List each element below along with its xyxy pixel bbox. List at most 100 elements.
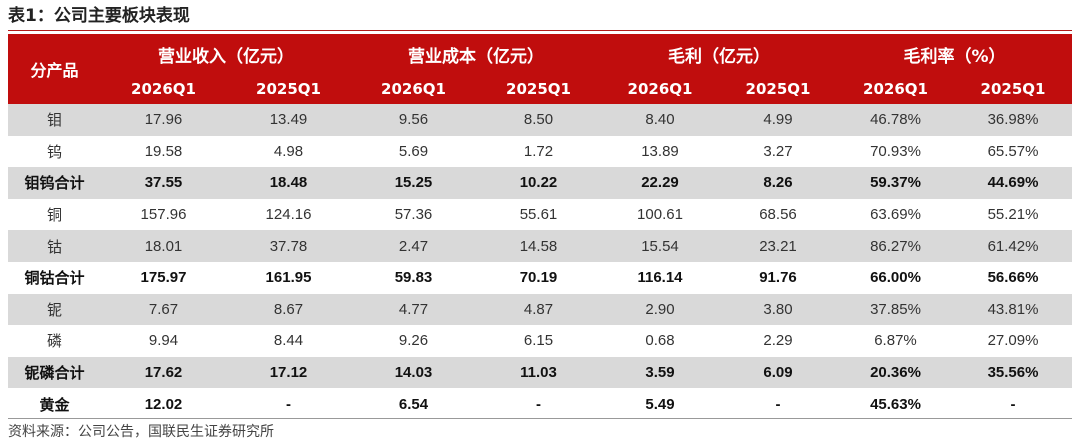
header-row-periods: 2026Q1 2025Q1 2026Q1 2025Q1 2026Q1 2025Q… [8, 74, 1073, 104]
table-cell: 9.56 [351, 104, 476, 136]
table-cell: 66.00% [870, 269, 921, 287]
header-period: 2025Q1 [719, 74, 837, 104]
table-cell: 20.36% [837, 356, 954, 389]
header-period: 2026Q1 [351, 74, 476, 104]
table-cell: 9.94 [148, 332, 179, 350]
table-cell: 2.47 [351, 230, 476, 262]
header-period: 2026Q1 [601, 74, 719, 104]
table-cell: 37.85% [837, 293, 954, 326]
header-period: 2025Q1 [226, 74, 351, 104]
table-cell: 2.90 [601, 293, 719, 326]
table-row-subtotal: 铜钴合计 175.97 161.95 59.83 70.19 116.14 91… [8, 262, 1072, 294]
table-cell: 3.59 [601, 356, 719, 389]
table-cell: 17.12 [226, 356, 351, 389]
table-cell: 8.50 [476, 104, 601, 136]
table-cell: 7.67 [101, 293, 226, 326]
row-label: 钼钨合计 [8, 167, 101, 199]
header-group-cost: 营业成本（亿元） [351, 34, 601, 74]
row-label: 钴 [8, 230, 101, 262]
source-note: 资料来源：公司公告，国联民生证券研究所 [8, 424, 274, 440]
table-row-subtotal: 铌磷合计 17.62 17.12 14.03 11.03 3.59 6.09 2… [8, 356, 1073, 389]
table-cell: 15.25 [351, 167, 476, 199]
row-label: 铌 [8, 293, 101, 326]
header-group-gross-margin: 毛利率（%） [837, 34, 1073, 74]
row-label: 铜 [46, 206, 62, 225]
table-cell: 13.89 [641, 142, 679, 160]
table-cell: 43.81% [954, 293, 1073, 326]
table-row: 磷 9.94 8.44 9.26 6.15 0.68 2.29 6.87% 27… [8, 325, 1072, 357]
header-group-gross-profit: 毛利（亿元） [601, 34, 837, 74]
table-title: 表1：公司主要板块表现 [8, 6, 190, 26]
table-cell: 35.56% [954, 356, 1073, 389]
table-cell: 1.72 [523, 142, 554, 160]
table-cell: 86.27% [837, 230, 954, 262]
table-cell: 70.19 [519, 269, 558, 287]
table-cell: 57.36 [394, 206, 433, 224]
table-cell: 70.93% [870, 142, 921, 160]
table-cell: 65.57% [987, 142, 1039, 160]
table-cell: 59.37% [837, 167, 954, 199]
row-label: 钨 [46, 142, 62, 161]
table-cell: 175.97 [140, 269, 187, 287]
table-cell: - [1010, 395, 1016, 413]
table-cell: 5.69 [398, 142, 429, 160]
segment-performance-table: 分产品 营业收入（亿元） 营业成本（亿元） 毛利（亿元） 毛利率（%） 2026… [8, 34, 1073, 420]
table-row: 铌 7.67 8.67 4.77 4.87 2.90 3.80 37.85% 4… [8, 293, 1073, 326]
table-cell: 6.09 [719, 356, 837, 389]
table-cell: 4.98 [273, 142, 304, 160]
table-cell: 116.14 [637, 269, 683, 287]
table-cell: 37.78 [226, 230, 351, 262]
table-cell: 9.26 [398, 332, 429, 350]
table-cell: 8.44 [273, 332, 304, 350]
table-row: 钼 17.96 13.49 9.56 8.50 8.40 4.99 46.78%… [8, 104, 1073, 136]
table-cell: 15.54 [601, 230, 719, 262]
table-cell: 157.96 [140, 206, 187, 224]
table-cell: 45.63% [870, 395, 921, 413]
table-row-subtotal: 黄金 12.02 - 6.54 - 5.49 - 45.63% - [8, 388, 1072, 420]
header-period: 2025Q1 [476, 74, 601, 104]
table-cell: 55.61 [519, 206, 558, 224]
row-label: 钼 [8, 104, 101, 136]
table-cell: 17.96 [101, 104, 226, 136]
table-cell: 4.87 [476, 293, 601, 326]
table-cell: 0.68 [645, 332, 675, 350]
table-cell: 37.55 [101, 167, 226, 199]
table-cell: 2.29 [763, 332, 793, 350]
table-cell: 12.02 [144, 395, 183, 413]
table-cell: 4.99 [719, 104, 837, 136]
row-label: 黄金 [39, 395, 70, 414]
table-cell: 6.54 [398, 395, 429, 413]
table-cell: 55.21% [987, 206, 1039, 224]
table-cell: 56.66% [987, 269, 1039, 287]
table-cell: 63.69% [870, 206, 921, 224]
table-cell: 6.87% [874, 332, 917, 350]
header-period: 2026Q1 [837, 74, 954, 104]
table-cell: 91.76 [759, 269, 797, 287]
table-cell: 10.22 [476, 167, 601, 199]
table-cell: 4.77 [351, 293, 476, 326]
table-cell: - [775, 395, 781, 413]
table-cell: 8.26 [719, 167, 837, 199]
table-cell: 3.80 [719, 293, 837, 326]
table-row-subtotal: 钼钨合计 37.55 18.48 15.25 10.22 22.29 8.26 … [8, 167, 1073, 199]
table-cell: 18.01 [101, 230, 226, 262]
table-cell: 44.69% [954, 167, 1073, 199]
table-cell: 14.58 [476, 230, 601, 262]
table-cell: 13.49 [226, 104, 351, 136]
table-cell: 23.21 [719, 230, 837, 262]
table-cell: 14.03 [351, 356, 476, 389]
table-cell: 27.09% [987, 332, 1039, 350]
table-cell: 124.16 [265, 206, 312, 224]
table-cell: 18.48 [226, 167, 351, 199]
table-cell: 46.78% [837, 104, 954, 136]
title-divider [8, 30, 1072, 31]
header-group-revenue: 营业收入（亿元） [101, 34, 351, 74]
table-cell: 11.03 [476, 356, 601, 389]
table-cell: 5.49 [645, 395, 675, 413]
table-row: 钴 18.01 37.78 2.47 14.58 15.54 23.21 86.… [8, 230, 1073, 262]
table-cell: 22.29 [601, 167, 719, 199]
table-cell: 100.61 [637, 206, 683, 224]
table-cell: - [536, 395, 541, 413]
table-row: 钨 19.58 4.98 5.69 1.72 13.89 3.27 70.93%… [8, 136, 1072, 168]
table-row: 铜 157.96 124.16 57.36 55.61 100.61 68.56… [8, 199, 1072, 231]
